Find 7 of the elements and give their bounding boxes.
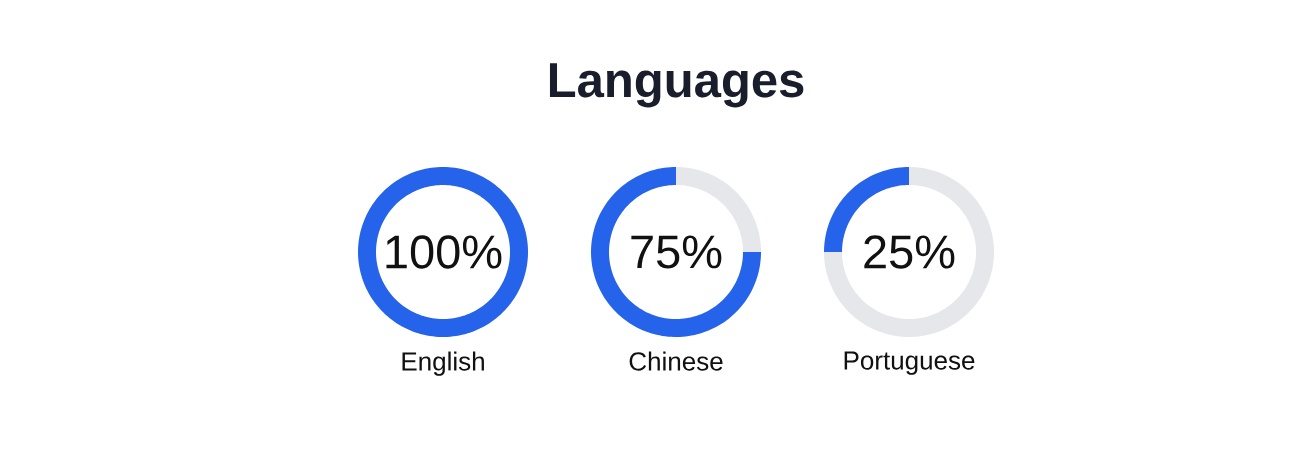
text: Portuguese — [844, 351, 975, 375]
text: 75% — [631, 235, 722, 269]
text: Languages — [549, 63, 804, 108]
text: 25% — [864, 235, 955, 269]
text: 100% — [386, 235, 502, 269]
text: English — [402, 351, 484, 376]
text: Chinese — [629, 351, 723, 371]
